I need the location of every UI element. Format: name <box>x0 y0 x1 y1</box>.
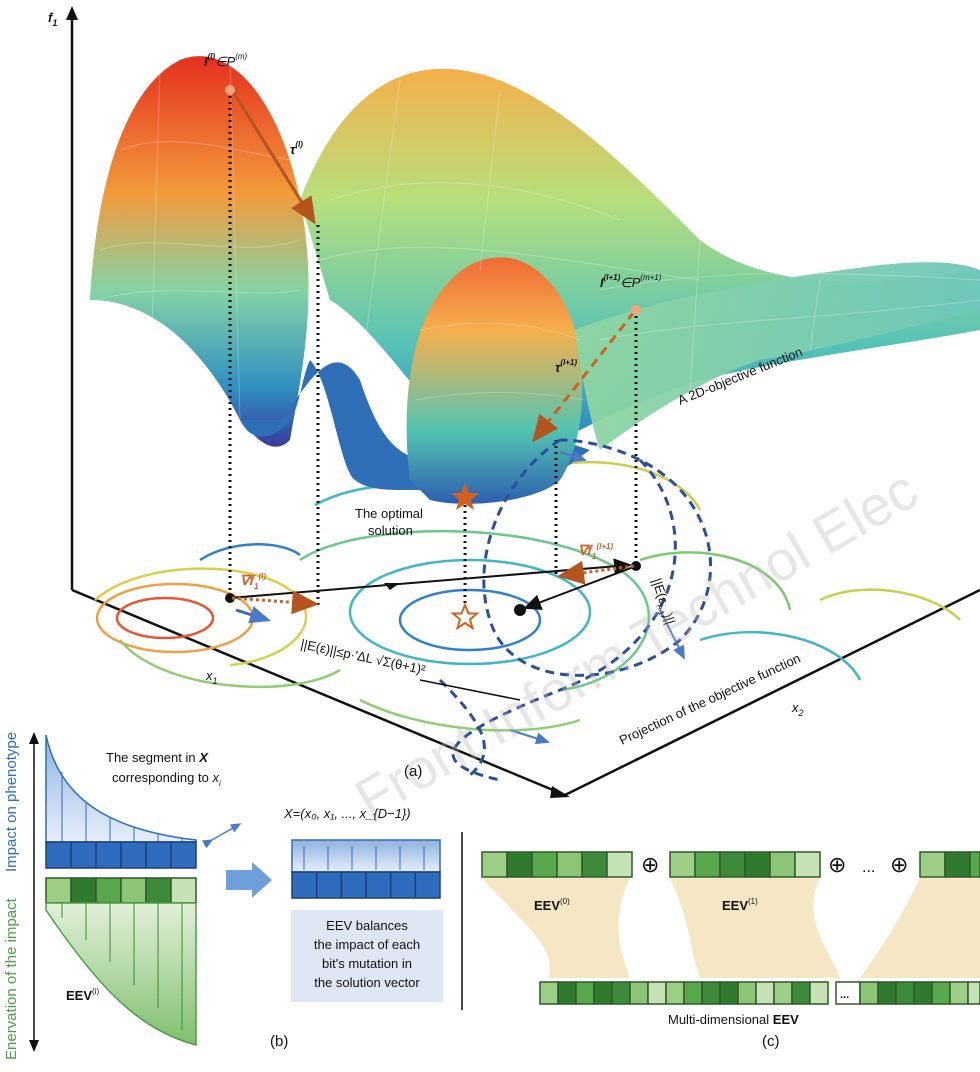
point-next-projection <box>514 604 526 616</box>
point-l1-label: I(l+1)∈P(m+1) <box>600 273 662 290</box>
caption-a: (a) <box>404 763 422 780</box>
region-dashed-sweep <box>451 458 677 782</box>
eev-i-label: EEV(i) <box>66 987 99 1003</box>
contour-blue-upper <box>199 543 301 562</box>
eev-balance-line4: the solution vector <box>314 975 420 990</box>
grad-l1-label: ∇f1(l+1) <box>578 542 613 561</box>
multi-eev-row <box>539 981 980 1005</box>
eps-arrow-top <box>559 450 587 463</box>
x-vector-impact-arrows <box>303 846 425 870</box>
contour-green-left <box>119 639 341 689</box>
x-vector-impact <box>291 839 441 873</box>
search-step-1-midarrow <box>384 583 400 590</box>
side-label-green: Enervation of the impact <box>3 897 20 1060</box>
contour-yellow <box>94 567 308 667</box>
bound-formula-underline <box>419 679 521 701</box>
drop-lines <box>228 90 638 610</box>
eev-balance-line2: the impact of each <box>314 937 420 952</box>
blue-impact-area <box>45 734 197 843</box>
surface-plain <box>575 262 980 450</box>
contour-yellow-far <box>819 588 961 621</box>
eev0-label: EEV(0) <box>534 897 570 913</box>
x-vector-label: X=(x₀, x₁, ..., x_{D−1}) <box>283 806 411 821</box>
band-eev-last <box>860 878 980 978</box>
eev1-row <box>669 851 821 878</box>
segment-link-arrow <box>201 823 242 849</box>
green-eev-arrows <box>61 903 183 1030</box>
point-l1-projection <box>631 561 641 571</box>
multi-eev-mid-cell: ... <box>840 989 849 1001</box>
multi-eev-label: Multi-dimensional EEV <box>668 1012 799 1027</box>
tau-l1-arrow <box>532 311 636 443</box>
optimal-star-filled <box>451 483 479 510</box>
contour-green-right <box>639 551 792 611</box>
objective-surface <box>90 56 980 504</box>
eev0-row <box>481 851 633 878</box>
oplus-3: ⊕ <box>890 852 908 877</box>
grad-l1-arrow <box>557 560 635 585</box>
panel-b: Enervation of the impact Impact on pheno… <box>3 732 443 1060</box>
contour-green-lower <box>359 698 581 732</box>
ellipsis-middle: ... <box>862 859 875 876</box>
point-l-label: I(l)∈P(m) <box>204 52 248 69</box>
contour-cyan-right <box>699 630 862 681</box>
grad-l-arrow <box>231 590 319 615</box>
axis-f1-label: f1 <box>48 10 57 28</box>
segment-text-line1: The segment in X <box>106 750 209 765</box>
side-label-blue: Impact on phenotype <box>3 732 20 872</box>
contour-red-inner <box>115 596 215 640</box>
oplus-1: ⊕ <box>641 852 659 877</box>
oplus-2: ⊕ <box>828 852 846 877</box>
eps-arrow-bottom <box>509 729 550 745</box>
eev-last-row <box>919 851 980 878</box>
x-vector-bits <box>291 871 441 899</box>
axis-x1-label: x1 <box>205 668 218 686</box>
search-step-2 <box>523 565 637 610</box>
point-l1-surface <box>631 305 641 315</box>
surface-mesh <box>94 59 980 421</box>
blue-impact-arrows <box>61 772 183 842</box>
caption-b: (b) <box>270 1033 288 1050</box>
surface-left-peak <box>90 56 309 447</box>
panel-a: f1 x1 x2 I(l)∈P(m) I(l+1)∈P(m+1) τ(l) τ(… <box>48 6 980 830</box>
eev-balance-line1: EEV balances <box>326 918 408 933</box>
impact-range-arrow-bottom <box>29 1040 39 1052</box>
contour-cyan-center <box>348 558 592 666</box>
green-bit-row <box>45 877 197 904</box>
optimal-label-line2: solution <box>368 523 413 538</box>
segment-text-line2: corresponding to xi <box>112 770 221 788</box>
green-eev-area <box>45 902 197 1046</box>
optimal-star-outline <box>450 602 480 631</box>
eps-arrow-l1 <box>659 609 685 660</box>
optimal-label-line1: The optimal <box>355 506 423 521</box>
point-l-surface <box>225 85 235 95</box>
point-l-projection <box>225 593 235 603</box>
tau-l-arrow <box>230 89 316 225</box>
band-eev1 <box>670 878 840 978</box>
region-dashed-lower <box>438 678 486 777</box>
eps-arrow-l <box>235 606 271 624</box>
impact-range-arrow-top <box>29 732 39 744</box>
caption-c: (c) <box>762 1033 780 1050</box>
eev-balance-line3: bit's mutation in <box>322 956 412 971</box>
eev-balance-box <box>291 910 443 1002</box>
grad-l-label: ∇f1(l) <box>240 572 266 591</box>
transform-arrow <box>226 862 272 898</box>
band-eev0 <box>482 878 630 978</box>
axis-x2-line <box>564 588 980 797</box>
contour-blue-center <box>398 588 542 652</box>
tau-l1-label: τ(l+1) <box>555 358 577 375</box>
blue-bit-row <box>45 841 197 869</box>
eev1-label: EEV(1) <box>722 897 758 913</box>
tau-l-label: τ(l) <box>290 140 303 157</box>
axis-f1-arrowhead <box>66 6 78 20</box>
trust-region-dashed <box>482 438 712 677</box>
axis-x1-arrowhead <box>550 786 570 798</box>
axis-x2-label: x2 <box>791 700 804 718</box>
panel-c: ⊕ ⊕ ... ⊕ EEV(0) EEV(1) <box>481 851 980 1050</box>
